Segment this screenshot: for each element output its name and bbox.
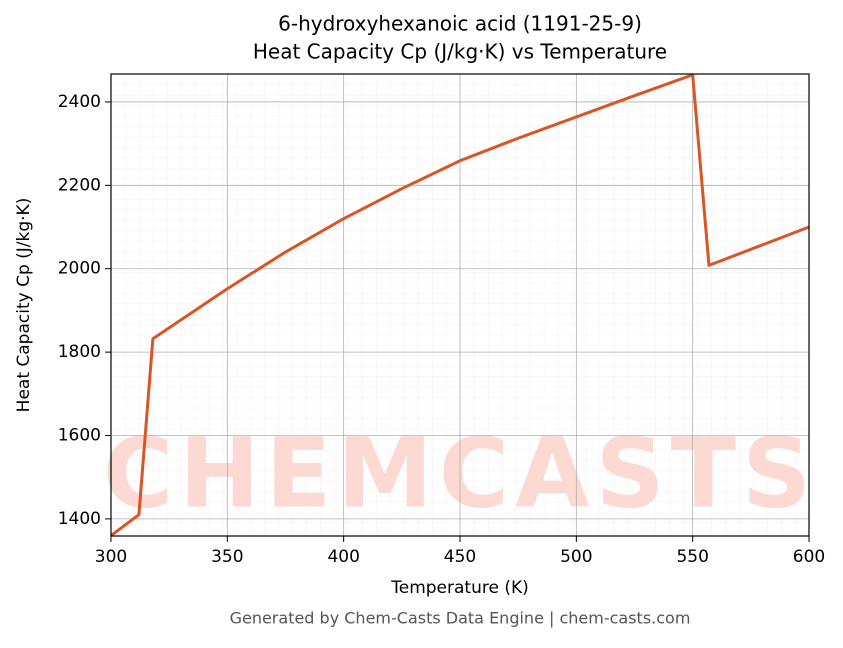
x-tick-label: 550 xyxy=(676,547,708,567)
y-tick-label: 1400 xyxy=(58,509,101,529)
y-tick-label: 2200 xyxy=(58,175,101,195)
y-tick-label: 1600 xyxy=(58,426,101,446)
chart-title: 6-hydroxyhexanoic acid (1191-25-9) xyxy=(278,12,642,36)
x-tick-label: 350 xyxy=(211,547,243,567)
x-tick-label: 600 xyxy=(793,547,825,567)
x-tick-label: 400 xyxy=(327,547,359,567)
y-tick-label: 2000 xyxy=(58,259,101,279)
plot-frame xyxy=(110,73,810,537)
chart-subtitle: Heat Capacity Cp (J/kg·K) vs Temperature xyxy=(253,40,667,64)
y-tick-label: 2400 xyxy=(58,92,101,112)
x-tick-label: 450 xyxy=(444,547,476,567)
data-line xyxy=(110,73,810,537)
watermark: CHEMCASTS xyxy=(103,417,817,529)
x-tick-label: 500 xyxy=(560,547,592,567)
footer: Generated by Chem-Casts Data Engine | ch… xyxy=(230,609,691,628)
x-axis-label: Temperature (K) xyxy=(390,578,529,598)
y-tick-label: 1800 xyxy=(58,342,101,362)
y-axis-label: Heat Capacity Cp (J/kg·K) xyxy=(14,198,34,413)
x-tick-label: 300 xyxy=(95,547,127,567)
